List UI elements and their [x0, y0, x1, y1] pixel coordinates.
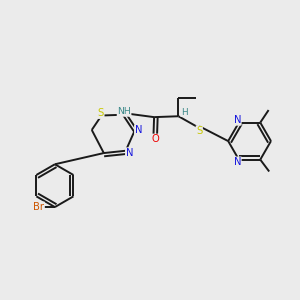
Text: O: O	[152, 134, 160, 144]
Text: N: N	[234, 157, 241, 167]
Text: H: H	[181, 108, 188, 117]
Text: S: S	[98, 108, 104, 118]
Text: S: S	[196, 126, 203, 136]
Text: N: N	[125, 148, 133, 158]
Text: Br: Br	[33, 202, 44, 212]
Text: NH: NH	[117, 107, 131, 116]
Text: N: N	[234, 115, 241, 125]
Text: N: N	[135, 125, 142, 135]
